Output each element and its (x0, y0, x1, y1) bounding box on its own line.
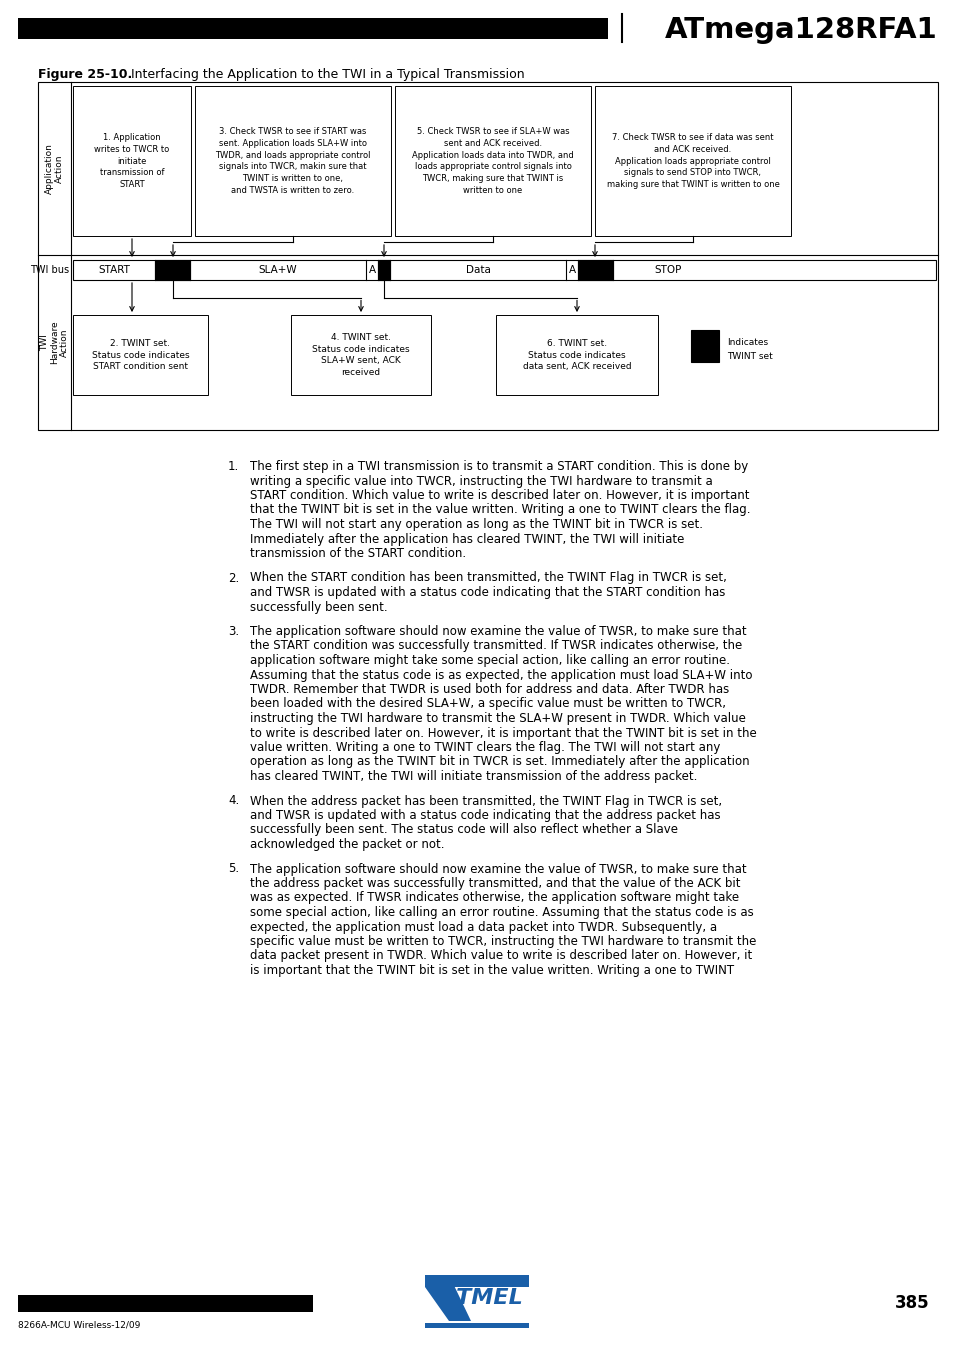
Text: TWDR. Remember that TWDR is used both for address and data. After TWDR has: TWDR. Remember that TWDR is used both fo… (250, 684, 728, 696)
Text: START condition. Which value to write is described later on. However, it is impo: START condition. Which value to write is… (250, 489, 749, 503)
Text: the START condition was successfully transmitted. If TWSR indicates otherwise, t: the START condition was successfully tra… (250, 639, 741, 653)
Text: TWI bus: TWI bus (30, 265, 69, 276)
Text: 7. Check TWSR to see if data was sent
and ACK received.
Application loads approp: 7. Check TWSR to see if data was sent an… (606, 132, 779, 189)
Text: TWI
Hardware
Action: TWI Hardware Action (40, 320, 70, 365)
Text: The first step in a TWI transmission is to transmit a START condition. This is d: The first step in a TWI transmission is … (250, 459, 747, 473)
Bar (18, 1296, 313, 1312)
Text: START: START (98, 265, 130, 276)
Text: instructing the TWI hardware to transmit the SLA+W present in TWDR. Which value: instructing the TWI hardware to transmit… (250, 712, 745, 725)
Text: SLA+W: SLA+W (258, 265, 297, 276)
Text: successfully been sent. The status code will also reflect whether a Slave: successfully been sent. The status code … (250, 824, 678, 836)
Bar (595, 86, 790, 236)
Text: to write is described later on. However, it is important that the TWINT bit is s: to write is described later on. However,… (250, 727, 756, 739)
Text: and TWSR is updated with a status code indicating that the START condition has: and TWSR is updated with a status code i… (250, 586, 724, 598)
Text: Interfacing the Application to the TWI in a Typical Transmission: Interfacing the Application to the TWI i… (127, 68, 524, 81)
Text: 5.: 5. (228, 862, 239, 875)
Text: is important that the TWINT bit is set in the value written. Writing a one to TW: is important that the TWINT bit is set i… (250, 965, 734, 977)
Text: When the address packet has been transmitted, the TWINT Flag in TWCR is set,: When the address packet has been transmi… (250, 794, 721, 808)
Bar (73, 259, 935, 280)
Text: A: A (568, 265, 575, 276)
Bar (38, 82, 937, 430)
Bar (18, 18, 607, 39)
Polygon shape (424, 1275, 471, 1321)
Text: the address packet was successfully transmitted, and that the value of the ACK b: the address packet was successfully tran… (250, 877, 740, 890)
Text: some special action, like calling an error routine. Assuming that the status cod: some special action, like calling an err… (250, 907, 753, 919)
Text: 3. Check TWSR to see if START was
sent. Application loads SLA+W into
TWDR, and l: 3. Check TWSR to see if START was sent. … (215, 127, 371, 195)
Text: 5. Check TWSR to see if SLA+W was
sent and ACK received.
Application loads data : 5. Check TWSR to see if SLA+W was sent a… (412, 127, 574, 195)
Bar (377, 259, 390, 280)
Text: 1.: 1. (228, 459, 239, 473)
Bar (194, 86, 391, 236)
Text: application software might take some special action, like calling an error routi: application software might take some spe… (250, 654, 729, 667)
Text: 2. TWINT set.
Status code indicates
START condition sent: 2. TWINT set. Status code indicates STAR… (91, 339, 189, 372)
Text: writing a specific value into TWCR, instructing the TWI hardware to transmit a: writing a specific value into TWCR, inst… (250, 474, 712, 488)
Bar (154, 259, 190, 280)
Text: data packet present in TWDR. Which value to write is described later on. However: data packet present in TWDR. Which value… (250, 950, 752, 962)
Text: Assuming that the status code is as expected, the application must load SLA+W in: Assuming that the status code is as expe… (250, 669, 752, 681)
Text: specific value must be written to TWCR, instructing the TWI hardware to transmit: specific value must be written to TWCR, … (250, 935, 756, 948)
Text: 8266A-MCU Wireless-12/09: 8266A-MCU Wireless-12/09 (18, 1320, 140, 1329)
Bar (690, 330, 719, 362)
Text: When the START condition has been transmitted, the TWINT Flag in TWCR is set,: When the START condition has been transm… (250, 571, 726, 585)
Text: that the TWINT bit is set in the value written. Writing a one to TWINT clears th: that the TWINT bit is set in the value w… (250, 504, 750, 516)
Text: The application software should now examine the value of TWSR, to make sure that: The application software should now exam… (250, 626, 746, 638)
Bar (73, 315, 208, 394)
Text: Figure 25-10.: Figure 25-10. (38, 68, 132, 81)
Text: TWINT set: TWINT set (726, 353, 772, 361)
Text: value written. Writing a one to TWINT clears the flag. The TWI will not start an: value written. Writing a one to TWINT cl… (250, 740, 720, 754)
Bar (578, 259, 613, 280)
Text: Immediately after the application has cleared TWINT, the TWI will initiate: Immediately after the application has cl… (250, 532, 683, 546)
Text: Indicates: Indicates (726, 338, 767, 347)
Bar (496, 315, 658, 394)
Text: A: A (368, 265, 375, 276)
Bar (424, 1323, 529, 1328)
Text: 385: 385 (895, 1294, 929, 1312)
Bar (424, 1275, 529, 1288)
Text: acknowledged the packet or not.: acknowledged the packet or not. (250, 838, 444, 851)
Text: ATmega128RFA1: ATmega128RFA1 (664, 16, 937, 45)
Text: ATMEL: ATMEL (440, 1288, 522, 1308)
Text: 6. TWINT set.
Status code indicates
data sent, ACK received: 6. TWINT set. Status code indicates data… (522, 339, 631, 372)
Text: Application
Action: Application Action (45, 143, 64, 195)
Text: STOP: STOP (654, 265, 681, 276)
Bar (291, 315, 431, 394)
Text: was as expected. If TWSR indicates otherwise, the application software might tak: was as expected. If TWSR indicates other… (250, 892, 739, 905)
Text: The TWI will not start any operation as long as the TWINT bit in TWCR is set.: The TWI will not start any operation as … (250, 517, 702, 531)
Text: 2.: 2. (228, 571, 239, 585)
Text: operation as long as the TWINT bit in TWCR is set. Immediately after the applica: operation as long as the TWINT bit in TW… (250, 755, 749, 769)
Text: 4. TWINT set.
Status code indicates
SLA+W sent, ACK
received: 4. TWINT set. Status code indicates SLA+… (312, 332, 410, 377)
Text: transmission of the START condition.: transmission of the START condition. (250, 547, 466, 561)
Text: 4.: 4. (228, 794, 239, 808)
Text: been loaded with the desired SLA+W, a specific value must be written to TWCR,: been loaded with the desired SLA+W, a sp… (250, 697, 725, 711)
Text: 1. Application
writes to TWCR to
initiate
transmission of
START: 1. Application writes to TWCR to initiat… (94, 132, 170, 189)
Text: expected, the application must load a data packet into TWDR. Subsequently, a: expected, the application must load a da… (250, 920, 717, 934)
Bar (73, 86, 191, 236)
Text: and TWSR is updated with a status code indicating that the address packet has: and TWSR is updated with a status code i… (250, 809, 720, 821)
Text: The application software should now examine the value of TWSR, to make sure that: The application software should now exam… (250, 862, 746, 875)
Text: successfully been sent.: successfully been sent. (250, 600, 387, 613)
Text: Data: Data (465, 265, 490, 276)
Text: has cleared TWINT, the TWI will initiate transmission of the address packet.: has cleared TWINT, the TWI will initiate… (250, 770, 697, 784)
Text: 3.: 3. (228, 626, 239, 638)
Bar (395, 86, 590, 236)
